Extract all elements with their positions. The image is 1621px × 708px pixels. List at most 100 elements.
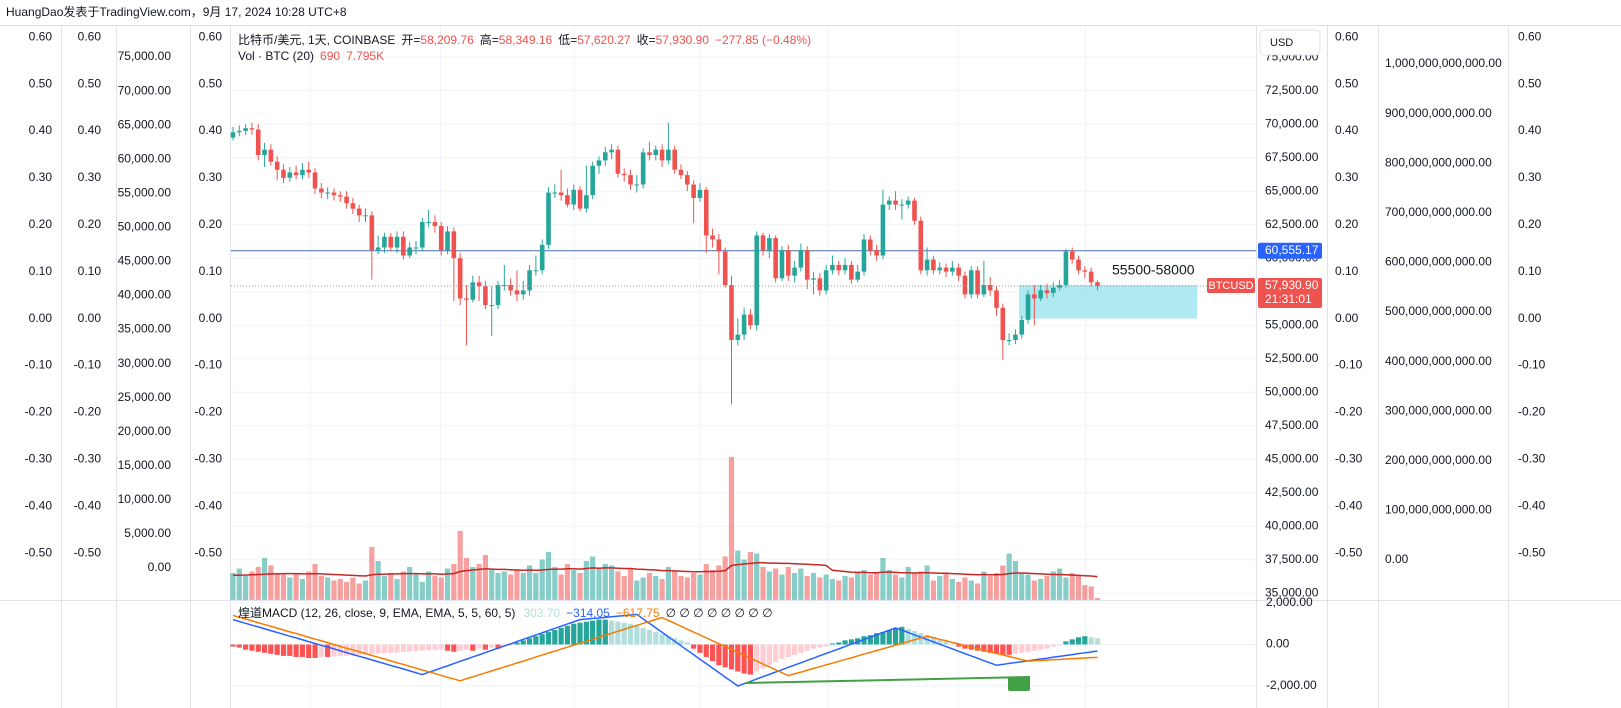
volume-bar [426, 571, 432, 600]
volume-bar [842, 576, 848, 600]
volume-bar [949, 579, 955, 600]
legend-line: 煌道MACD (12, 26, close, 9, EMA, EMA, 5, 5… [238, 606, 773, 620]
volume-bar [476, 564, 482, 600]
y-tick-label: 35,000.00 [118, 322, 172, 336]
macd-histogram-bar [1000, 644, 1006, 655]
macd-histogram-bar [880, 632, 886, 645]
volume-bar [394, 579, 400, 600]
candle-body [716, 239, 722, 252]
marks: 55500-58000 [230, 122, 1256, 691]
candle-body [312, 172, 318, 189]
candle-body [420, 222, 425, 248]
y-tick-label: 0.40 [1518, 123, 1542, 137]
macd-histogram-bar [949, 643, 955, 645]
volume-bar [590, 556, 596, 600]
y-tick-label: 0.00 [148, 560, 172, 574]
y-tick-label: 0.50 [199, 76, 223, 90]
y-tick-label: 0.10 [1518, 264, 1542, 278]
candle-body [621, 173, 627, 176]
macd-histogram-bar [230, 644, 236, 647]
volume-bar [855, 573, 861, 600]
candle-body [760, 235, 766, 251]
zone-label: 55500-58000 [1112, 262, 1195, 278]
volume-bar [924, 565, 930, 600]
candle-body [880, 204, 886, 256]
macd-histogram-bar [943, 641, 949, 645]
volume-bar [791, 573, 798, 600]
macd-histogram-bar [280, 644, 287, 656]
volume-bar [400, 571, 406, 600]
macd-histogram-bar [1025, 644, 1031, 652]
candle-body [287, 172, 293, 178]
candle-body [1000, 307, 1006, 340]
y-tick-label: 52,500.00 [1265, 351, 1319, 365]
candle-body [975, 270, 980, 295]
candle-body [849, 264, 854, 280]
candle-body [274, 161, 280, 170]
volume-bar [236, 568, 242, 600]
candle-body [968, 270, 974, 295]
volume-bar [463, 558, 470, 600]
macd-histogram-bar [236, 644, 242, 648]
y-tick-label: 60,000.00 [118, 151, 172, 165]
macd-histogram-bar [1057, 644, 1063, 646]
macd-histogram-bar [413, 644, 419, 652]
volume-bar [350, 577, 356, 600]
macd-histogram-bar [489, 644, 495, 648]
signal-line [232, 614, 1098, 682]
candle-body [293, 172, 299, 176]
y-tick-label: -0.10 [74, 358, 102, 372]
macd-histogram-bar [716, 644, 722, 666]
macd-histogram-bar [1075, 637, 1082, 645]
candle-body [773, 238, 778, 279]
y-tick-label: 0.10 [1335, 264, 1359, 278]
volume-bar [817, 577, 823, 600]
macd-histogram-bar [867, 635, 873, 645]
legend-key: 开= [401, 33, 420, 47]
macd-histogram-bar [577, 622, 583, 645]
candle-body [697, 189, 703, 198]
y-tick-label: 25,000.00 [118, 390, 172, 404]
candle-body [874, 250, 879, 256]
y-tick-label: 0.00 [1518, 311, 1542, 325]
currency-box [1259, 29, 1321, 56]
volume-bar [299, 579, 306, 600]
y-tick-label: 65,000.00 [1265, 183, 1319, 197]
volume-bar [886, 570, 892, 600]
volume-bar [956, 582, 962, 600]
candle-body [634, 184, 640, 186]
volume-bar [1082, 585, 1088, 600]
candle-body [1069, 251, 1075, 260]
macd-histogram-bar [356, 644, 362, 655]
macd-histogram-bar [810, 644, 817, 649]
candle-body [741, 314, 747, 335]
macd-histogram-bar [974, 644, 981, 651]
macd-histogram-bar [533, 636, 539, 645]
candle-body [337, 195, 343, 197]
volume-bar [362, 580, 369, 600]
macd-histogram-bar [520, 640, 526, 645]
macd-histogram-bar [956, 644, 962, 647]
macd-histogram-bar [495, 644, 501, 649]
macd-histogram-bar [987, 644, 993, 653]
y-tick-label: 0.30 [78, 170, 102, 184]
candle-body [672, 149, 677, 170]
currency-label: USD [1270, 37, 1293, 49]
y-tick-label: 0.20 [1518, 217, 1542, 231]
candle-body [678, 169, 684, 176]
volume-bar [451, 564, 457, 600]
volume-bar [407, 567, 413, 600]
candle-body [476, 282, 482, 287]
legend-line: Vol · BTC (20) 690 7.795K [238, 49, 384, 63]
y-tick-label: -2,000.00 [1266, 678, 1317, 692]
candle-body [552, 192, 558, 194]
macd-histogram-bar [741, 644, 747, 674]
macd-histogram-bar [1082, 636, 1088, 645]
volume-bar [760, 567, 766, 600]
volume-bar [230, 573, 236, 600]
macd-histogram-bar [754, 644, 760, 672]
legend-key: 收= [637, 33, 656, 47]
candle-body [918, 220, 924, 271]
macd-histogram-bar [779, 644, 785, 660]
